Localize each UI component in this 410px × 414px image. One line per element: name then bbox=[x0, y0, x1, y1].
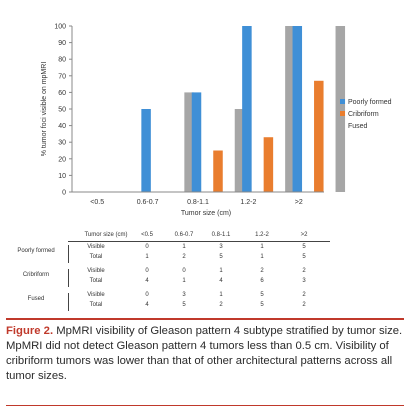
legend-label: Cribriform bbox=[348, 111, 379, 118]
table-cell: 0 bbox=[145, 292, 149, 298]
table-cell: 6 bbox=[260, 278, 264, 284]
table-column-header: 0.6-0.7 bbox=[174, 232, 194, 238]
table-group-bracket bbox=[68, 269, 69, 287]
table-group-label: Cribriform bbox=[22, 272, 50, 278]
y-tick-label: 30 bbox=[58, 140, 66, 147]
table-cell: 5 bbox=[302, 244, 306, 250]
table-cell: 1 bbox=[219, 268, 223, 274]
y-tick-label: 90 bbox=[58, 40, 66, 47]
x-tick-label: 0.8-1.1 bbox=[187, 199, 209, 206]
table-header-rule bbox=[68, 241, 330, 242]
bar-cribriform bbox=[213, 150, 223, 192]
table-cell: 5 bbox=[302, 254, 306, 260]
table-cell: 1 bbox=[182, 278, 186, 284]
table-cell: 1 bbox=[219, 292, 223, 298]
table-column-header: 0.8-1.1 bbox=[211, 232, 231, 238]
table-cell: 2 bbox=[182, 254, 186, 260]
table-row-label: Total bbox=[89, 278, 103, 284]
table-group-bracket bbox=[68, 245, 69, 263]
table-cell: 4 bbox=[219, 278, 223, 284]
bar-poorly-formed bbox=[242, 26, 252, 192]
y-tick-label: 100 bbox=[54, 24, 66, 31]
caption-text: MpMRI visibility of Gleason pattern 4 su… bbox=[6, 325, 403, 382]
x-tick-label: 0.6-0.7 bbox=[137, 199, 159, 206]
legend-swatch bbox=[340, 99, 345, 104]
table-cell: 4 bbox=[145, 302, 149, 308]
bar-poorly-formed bbox=[191, 92, 202, 192]
table-group-label: Fused bbox=[27, 296, 45, 302]
table-cell: 5 bbox=[182, 302, 186, 308]
table-cell: 0 bbox=[145, 244, 149, 250]
table-cell: 0 bbox=[182, 268, 186, 274]
y-axis-title: % tumor foci visible on mpMRI bbox=[41, 62, 48, 157]
table-row-label: Total bbox=[89, 254, 103, 260]
x-tick-label: <0.5 bbox=[90, 199, 104, 206]
figure-caption: Figure 2. MpMRI visibility of Gleason pa… bbox=[6, 318, 404, 384]
caption-label: Figure 2. bbox=[6, 325, 54, 337]
bar-fused bbox=[234, 109, 245, 192]
table-row-label: Visible bbox=[87, 292, 105, 298]
table-cell: 3 bbox=[219, 244, 223, 250]
bar-fused bbox=[184, 92, 194, 192]
bar-fused bbox=[285, 26, 295, 192]
bar-chart: % tumor foci visible on mpMRI 0 10 20 30 40 5… bbox=[41, 24, 392, 218]
caption-divider bbox=[6, 405, 404, 406]
bar-cribriform bbox=[314, 80, 324, 192]
legend-swatch bbox=[340, 111, 345, 116]
y-tick-label: 20 bbox=[58, 156, 66, 163]
table-cell: 2 bbox=[302, 268, 306, 274]
bar-fused bbox=[335, 26, 346, 192]
y-tick-label: 0 bbox=[62, 190, 66, 197]
bar-cribriform bbox=[263, 137, 274, 192]
x-tick-label: 1.2-2 bbox=[240, 199, 256, 206]
legend-swatch bbox=[340, 123, 345, 128]
table-header-label: Tumor size (cm) bbox=[84, 232, 128, 238]
legend-label: Fused bbox=[348, 123, 368, 130]
x-ticks-group: <0.5 0.6-0.7 0.8-1.1 1.2-2 >2 bbox=[90, 199, 303, 206]
table-cell: 2 bbox=[260, 268, 264, 274]
y-tick-label: 50 bbox=[58, 107, 66, 114]
table-group-bracket bbox=[68, 293, 69, 311]
y-axis-title-group: % tumor foci visible on mpMRI bbox=[41, 62, 48, 157]
table-row-label: Visible bbox=[87, 268, 105, 274]
table-column-header: 1.2-2 bbox=[255, 232, 269, 238]
x-axis-title: Tumor size (cm) bbox=[181, 210, 231, 217]
table-cell: 5 bbox=[260, 292, 264, 298]
table-row-label: Total bbox=[89, 302, 103, 308]
table-cell: 0 bbox=[145, 268, 149, 274]
legend: Poorly formed Cribriform Fused bbox=[340, 99, 392, 130]
table-cell: 3 bbox=[182, 292, 186, 298]
table-cell: 2 bbox=[219, 302, 223, 308]
bar-poorly-formed bbox=[292, 26, 303, 192]
table-row-label: Visible bbox=[87, 244, 105, 250]
table-column-header: >2 bbox=[300, 232, 308, 238]
y-tick-label: 40 bbox=[58, 123, 66, 130]
table-cell: 2 bbox=[302, 292, 306, 298]
table-cell: 3 bbox=[302, 278, 306, 284]
table-group-label: Poorly formed bbox=[17, 248, 55, 254]
table-cell: 1 bbox=[182, 244, 186, 250]
table-cell: 2 bbox=[302, 302, 306, 308]
y-ticks-group: 0 10 20 30 40 50 60 70 80 90 100 bbox=[54, 24, 72, 197]
table-cell: 1 bbox=[260, 244, 264, 250]
y-tick-label: 10 bbox=[58, 173, 66, 180]
table-cell: 4 bbox=[145, 278, 149, 284]
table-cell: 5 bbox=[219, 254, 223, 260]
table-cell: 1 bbox=[260, 254, 264, 260]
legend-label: Poorly formed bbox=[348, 99, 392, 106]
table-cell: 1 bbox=[145, 254, 149, 260]
bar-poorly-formed bbox=[141, 109, 151, 192]
table-cell: 5 bbox=[260, 302, 264, 308]
table-column-header: <0.5 bbox=[141, 232, 153, 238]
bars-group bbox=[141, 26, 346, 192]
y-tick-label: 70 bbox=[58, 73, 66, 80]
x-tick-label: >2 bbox=[295, 199, 303, 206]
y-tick-label: 60 bbox=[58, 90, 66, 97]
y-tick-label: 80 bbox=[58, 57, 66, 64]
